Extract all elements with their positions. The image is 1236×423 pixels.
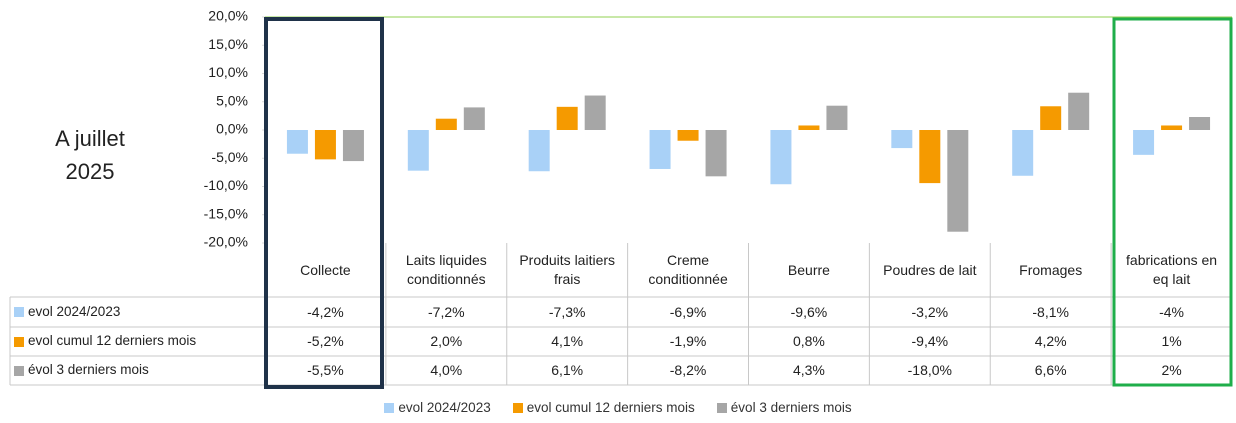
bar [891,130,913,149]
value-label: 4,0% [430,362,463,379]
legend-swatch [716,402,727,413]
legend-item: evol 2024/2023 [384,400,491,415]
bar [463,107,485,130]
row-swatch [14,307,24,317]
category-label: Beurre [787,261,830,278]
bar [286,130,308,154]
y-tick-label: 0,0% [216,121,248,137]
value-label: 6,6% [1034,362,1067,379]
y-tick-label: 20,0% [208,8,248,24]
bar [919,130,941,184]
annotation: A juillet 2025 [55,126,125,184]
value-label: -9,6% [790,303,828,320]
legend-item: evol cumul 12 derniers mois [512,400,695,415]
value-label: -8,1% [1032,303,1069,320]
y-tick-label: -20,0% [204,234,248,250]
value-label: -5,5% [307,362,344,379]
bar [826,105,848,130]
bar [1189,117,1211,130]
bar [677,130,699,141]
row-label-text: evol cumul 12 derniers mois [28,333,197,349]
y-tick-label: 5,0% [216,92,248,108]
bar [705,130,727,177]
bar [314,130,336,160]
y-tick-label: -5,0% [211,149,248,165]
legend-label: evol cumul 12 derniers mois [526,400,695,415]
value-label: 2% [1161,362,1182,379]
bar [528,130,550,172]
value-label: 2,0% [430,333,463,350]
bar [584,95,606,130]
value-label: 4,3% [792,362,825,379]
row-swatch [14,365,24,376]
legend-swatch [384,402,395,413]
category-label: Poudres de lait [883,261,977,278]
bar [407,130,429,171]
y-tick-label: -15,0% [204,205,248,221]
category-label: Collecte [300,261,351,278]
category-label: Produits laitiers frais [519,252,616,287]
legend: evol 2024/2023 evol cumul 12 derniers moi… [0,400,1236,415]
row-label: evol cumul 12 derniers mois [10,327,265,356]
bar [1040,106,1062,130]
value-label: -6,9% [669,303,707,320]
bar [342,130,364,162]
bar [435,118,457,130]
legend-label: evol 2024/2023 [398,400,491,415]
bar [1012,130,1034,176]
legend-item: évol 3 derniers mois [716,400,852,415]
bar [770,130,792,185]
legend-swatch [512,402,523,413]
value-label: -8,2% [669,362,707,379]
category-label: Creme conditionnée [648,252,728,287]
value-label: 6,1% [551,362,584,379]
row-label: évol 3 derniers mois [10,356,265,385]
bar [1068,92,1090,130]
row-label: evol 2024/2023 [10,297,265,327]
value-label: -18,0% [907,362,952,379]
highlight-frame [1112,17,1233,387]
value-label: -7,2% [428,303,465,320]
value-label: 4,2% [1034,333,1067,350]
category-label: Laits liquides conditionnés [405,252,487,287]
value-label: -1,9% [669,333,707,350]
bar [947,130,969,232]
value-label: 4,1% [551,333,584,350]
value-label: 0,8% [792,333,825,350]
value-label: -4% [1159,303,1185,320]
row-swatch [14,336,24,347]
value-label: 1% [1161,333,1182,350]
y-tick-label: -10,0% [204,177,248,193]
value-label: -5,2% [307,333,344,350]
category-label: fabrications en eq lait [1126,252,1218,287]
legend-label: évol 3 derniers mois [730,400,852,415]
bar [556,106,578,130]
value-label: -7,3% [548,303,586,320]
row-label-text: evol 2024/2023 [28,303,121,319]
bar [798,125,820,130]
value-label: -4,2% [307,303,344,320]
category-label: Fromages [1019,261,1083,278]
highlight-frame [264,17,384,389]
row-label-text: évol 3 derniers mois [28,362,149,378]
value-label: -3,2% [911,303,949,320]
bar [649,130,671,169]
value-label: -9,4% [911,333,949,350]
bar [1161,125,1183,130]
bar [1133,130,1155,155]
y-tick-label: 15,0% [208,36,248,52]
y-tick-label: 10,0% [208,64,248,80]
